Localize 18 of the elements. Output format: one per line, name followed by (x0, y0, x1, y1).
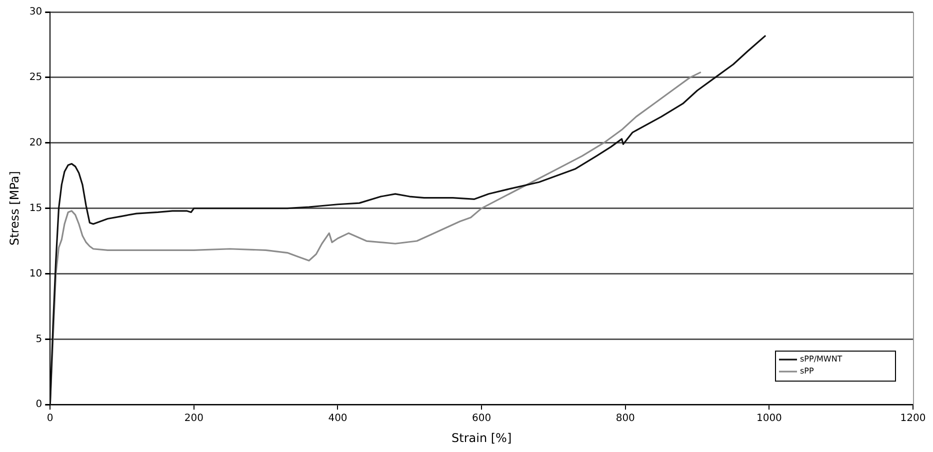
y-tick-label: 30 (29, 6, 42, 18)
legend-label: sPP/MWNT (800, 354, 842, 364)
x-tick-label: 400 (328, 413, 348, 424)
x-tick-label: 800 (616, 413, 635, 424)
x-tick-label: 600 (472, 413, 492, 424)
legend-label: sPP (800, 366, 814, 376)
y-tick-label: 15 (29, 202, 42, 214)
y-tick-label: 25 (29, 72, 42, 84)
y-tick-label: 10 (29, 268, 42, 280)
x-tick-label: 0 (46, 413, 54, 424)
y-axis-title: Stress [MPa] (7, 171, 22, 246)
y-tick-label: 20 (29, 137, 42, 148)
y-tick-label: 5 (36, 334, 42, 345)
y-tick-label: 0 (36, 399, 42, 410)
x-tick-label: 200 (184, 413, 204, 424)
x-tick-label: 1200 (900, 413, 926, 424)
x-tick-label: 1000 (756, 413, 782, 424)
x-axis-title: Strain [%] (451, 430, 512, 445)
